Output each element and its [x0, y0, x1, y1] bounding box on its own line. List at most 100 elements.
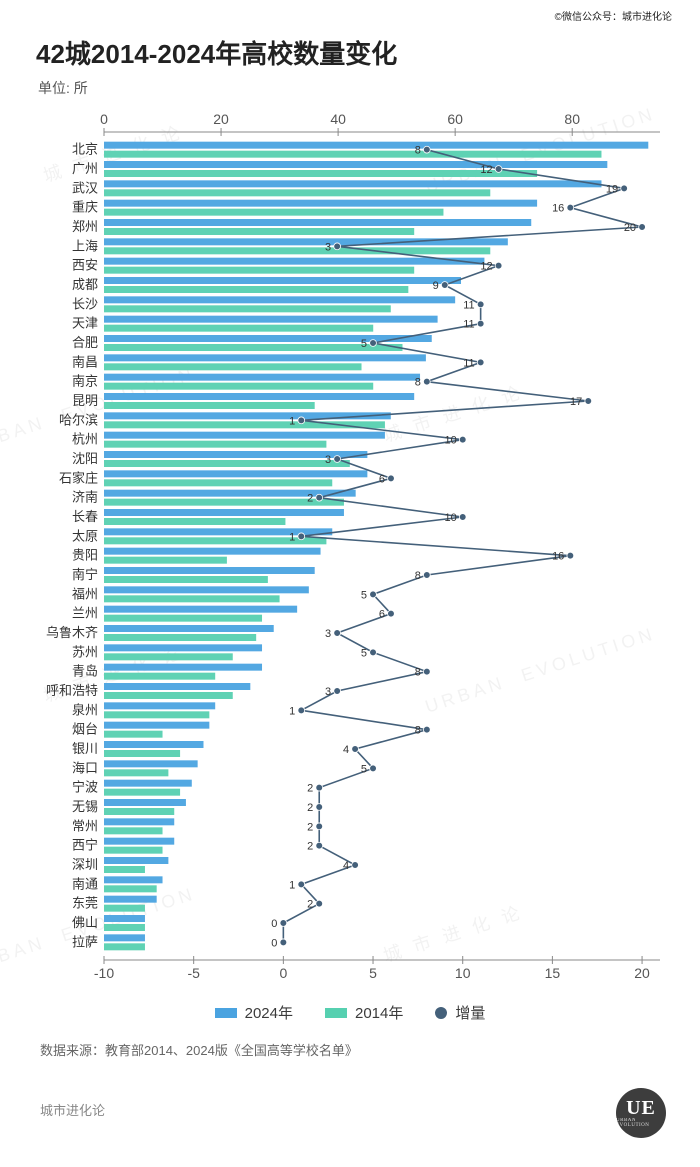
bar-2014 [104, 943, 145, 950]
bar-2024 [104, 374, 420, 381]
delta-marker [423, 572, 430, 579]
delta-marker [639, 224, 646, 231]
delta-value: 2 [307, 493, 313, 505]
delta-marker [495, 166, 502, 173]
delta-marker [334, 688, 341, 695]
category-label: 无锡 [72, 799, 98, 814]
delta-marker [298, 707, 305, 714]
bar-2024 [104, 664, 262, 671]
delta-value: 3 [325, 454, 331, 466]
category-label: 兰州 [72, 606, 98, 621]
delta-value: 2 [307, 783, 313, 795]
delta-value: 10 [444, 435, 456, 447]
bar-2024 [104, 780, 192, 787]
category-label: 乌鲁木齐 [46, 625, 98, 640]
top-credit: ©微信公众号：城市进化论 [555, 8, 672, 23]
delta-marker [352, 746, 359, 753]
bar-2014 [104, 750, 180, 757]
delta-value: 3 [325, 628, 331, 640]
legend-swatch [325, 1008, 347, 1018]
delta-value: 17 [570, 396, 582, 408]
legend-label: 增量 [455, 1002, 485, 1023]
delta-marker [423, 146, 430, 153]
delta-value: 8 [415, 145, 421, 157]
category-label: 天津 [72, 316, 98, 331]
category-label: 海口 [72, 760, 98, 775]
ue-logo-small: URBAN EVOLUTION [616, 1118, 666, 1128]
bar-2014 [104, 228, 414, 235]
category-label: 南京 [72, 374, 98, 389]
category-label: 哈尔滨 [59, 412, 98, 427]
bar-2014 [104, 595, 280, 602]
bar-2014 [104, 460, 350, 467]
svg-text:0: 0 [100, 111, 108, 127]
category-label: 长沙 [72, 296, 98, 311]
delta-marker [477, 359, 484, 366]
category-label: 深圳 [72, 857, 98, 872]
category-label: 石家庄 [59, 470, 98, 485]
bar-2014 [104, 479, 332, 486]
source-text: 数据来源：教育部2014、2024版《全国高等学校名单》 [40, 1040, 358, 1059]
bar-2024 [104, 567, 315, 574]
category-label: 长春 [72, 509, 98, 524]
delta-marker [388, 610, 395, 617]
svg-text:0: 0 [279, 965, 287, 980]
bar-2014 [104, 615, 262, 622]
delta-marker [495, 262, 502, 269]
delta-value: 1 [289, 705, 295, 717]
bar-2024 [104, 142, 648, 149]
bar-2014 [104, 905, 145, 912]
bar-2024 [104, 760, 198, 767]
bar-2014 [104, 731, 163, 738]
category-label: 成都 [72, 277, 98, 292]
bar-2024 [104, 625, 274, 632]
category-label: 常州 [72, 818, 98, 833]
svg-text:60: 60 [447, 111, 463, 127]
delta-marker [334, 243, 341, 250]
delta-value: 16 [552, 203, 564, 215]
bar-2014 [104, 653, 233, 660]
chart-title: 42城2014-2024年高校数量变化 [36, 34, 397, 71]
bar-2014 [104, 866, 145, 873]
category-label: 南通 [72, 876, 98, 891]
bar-2024 [104, 528, 332, 535]
bar-2024 [104, 818, 174, 825]
svg-text:20: 20 [213, 111, 229, 127]
delta-value: 0 [271, 937, 277, 949]
category-label: 杭州 [72, 432, 98, 447]
bar-2014 [104, 363, 362, 370]
category-label: 青岛 [72, 664, 98, 679]
bar-2014 [104, 441, 326, 448]
bar-2014 [104, 789, 180, 796]
bar-2024 [104, 412, 391, 419]
svg-text:40: 40 [330, 111, 346, 127]
bar-2014 [104, 189, 490, 196]
bar-2014 [104, 808, 174, 815]
category-label: 上海 [72, 238, 98, 253]
bar-2014 [104, 827, 163, 834]
footer-text: 城市进化论 [40, 1100, 105, 1119]
delta-value: 2 [307, 899, 313, 911]
delta-value: 11 [463, 357, 474, 369]
delta-marker [280, 920, 287, 927]
delta-marker [423, 726, 430, 733]
category-label: 广州 [72, 161, 98, 176]
category-label: 苏州 [72, 644, 98, 659]
bar-2024 [104, 876, 163, 883]
bar-2014 [104, 170, 537, 177]
delta-value: 1 [289, 415, 295, 427]
legend-label: 2024年 [245, 1002, 293, 1023]
svg-text:80: 80 [564, 111, 580, 127]
delta-value: 3 [325, 241, 331, 253]
delta-value: 5 [361, 763, 367, 775]
delta-marker [388, 475, 395, 482]
ue-logo: UE URBAN EVOLUTION [616, 1088, 666, 1138]
delta-marker [459, 514, 466, 521]
category-label: 昆明 [72, 393, 98, 408]
delta-value: 6 [379, 609, 385, 621]
legend-swatch [435, 1007, 447, 1019]
delta-marker [370, 591, 377, 598]
delta-value: 11 [463, 319, 474, 331]
bar-2014 [104, 576, 268, 583]
delta-value: 10 [444, 512, 456, 524]
